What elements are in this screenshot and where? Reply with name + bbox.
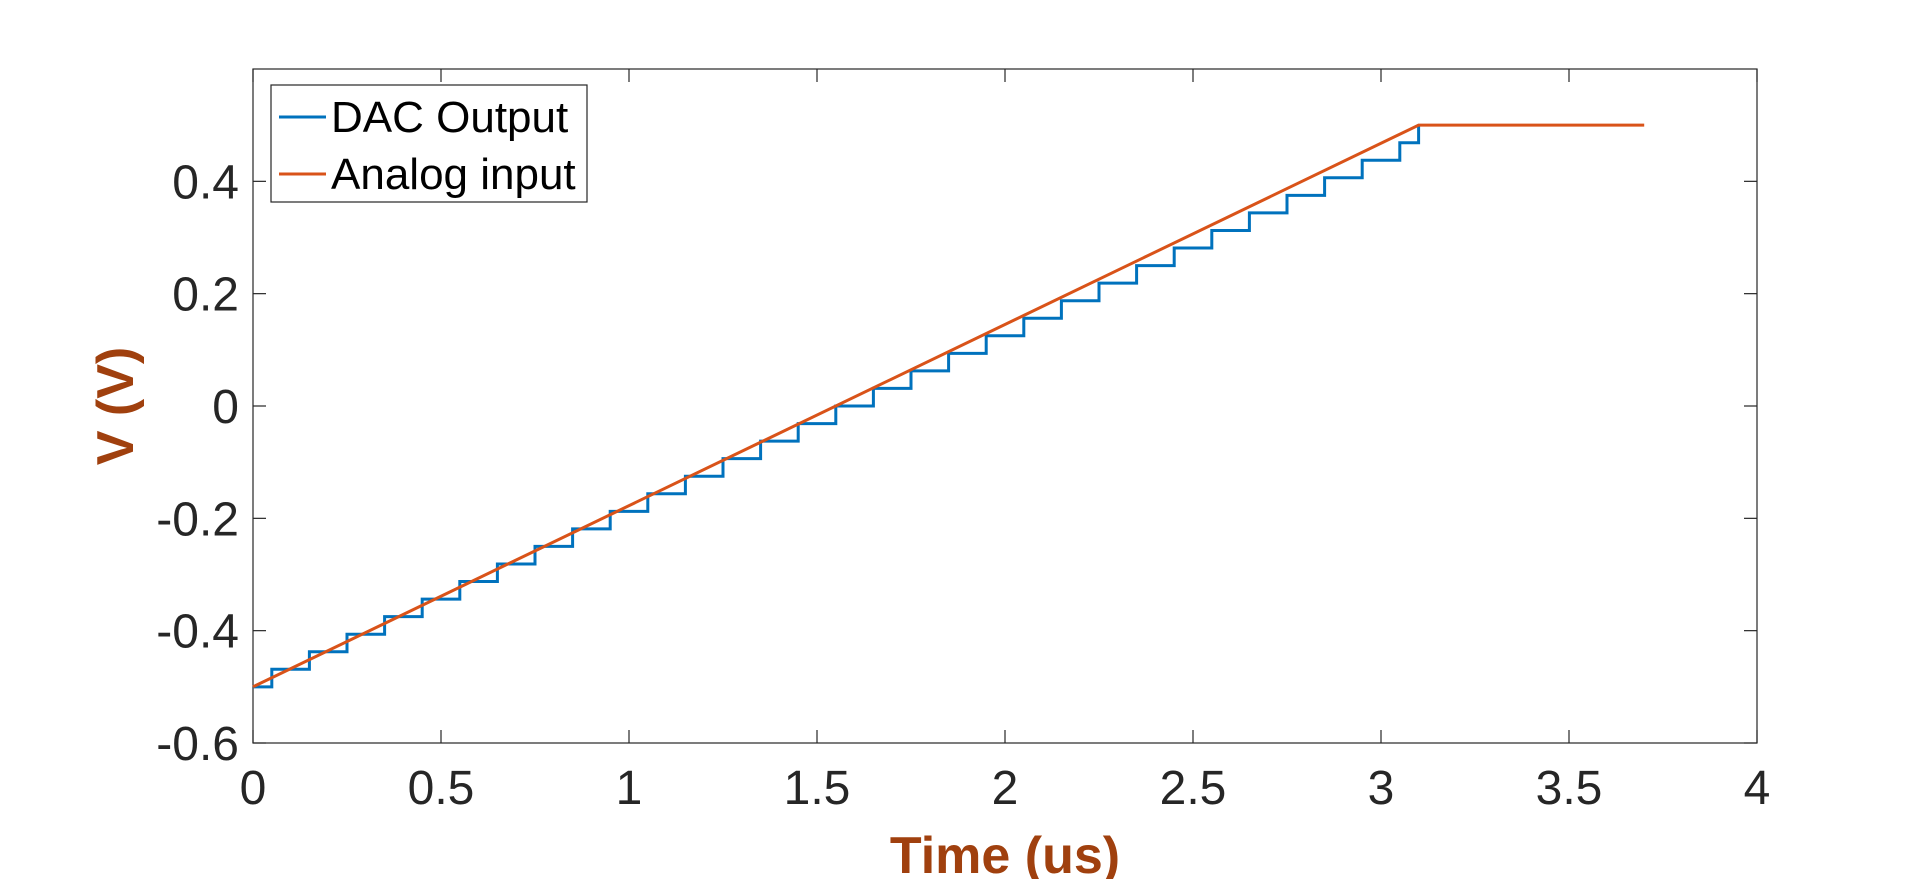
x-tick-label: 3	[1368, 762, 1395, 815]
x-tick-label: 4	[1744, 762, 1771, 815]
y-tick-label: 0.2	[172, 269, 239, 322]
legend-label-analog-input: Analog input	[331, 150, 576, 199]
x-tick-label: 0.5	[408, 762, 475, 815]
y-tick-label: -0.4	[156, 606, 239, 659]
x-tick-label: 2.5	[1160, 762, 1227, 815]
x-tick-label: 3.5	[1536, 762, 1603, 815]
series-line-analog-input	[252, 123, 1645, 689]
x-tick-label: 1	[616, 762, 643, 815]
series-layer	[252, 123, 1645, 689]
y-tick-label: -0.2	[156, 493, 239, 546]
legend: DAC Output Analog input	[270, 84, 588, 203]
y-tick-label: 0	[212, 381, 239, 434]
x-tick-label: 2	[992, 762, 1019, 815]
legend-box	[270, 84, 588, 203]
x-tick-label: 0	[240, 762, 267, 815]
x-tick-label: 1.5	[784, 762, 851, 815]
tick-labels: 0 0.5 1 1.5 2 2.5 3 3.5 4 -0.6 -0.4 -0.2 0 0.2 0.4	[156, 156, 1770, 815]
axis-ticks	[252, 69, 1758, 744]
y-axis-title: V (V)	[87, 347, 145, 465]
y-tick-label: -0.6	[156, 718, 239, 771]
y-tick-label: 0.4	[172, 156, 239, 209]
legend-label-dac-output: DAC Output	[331, 93, 568, 142]
x-axis-title: Time (us)	[890, 827, 1120, 879]
